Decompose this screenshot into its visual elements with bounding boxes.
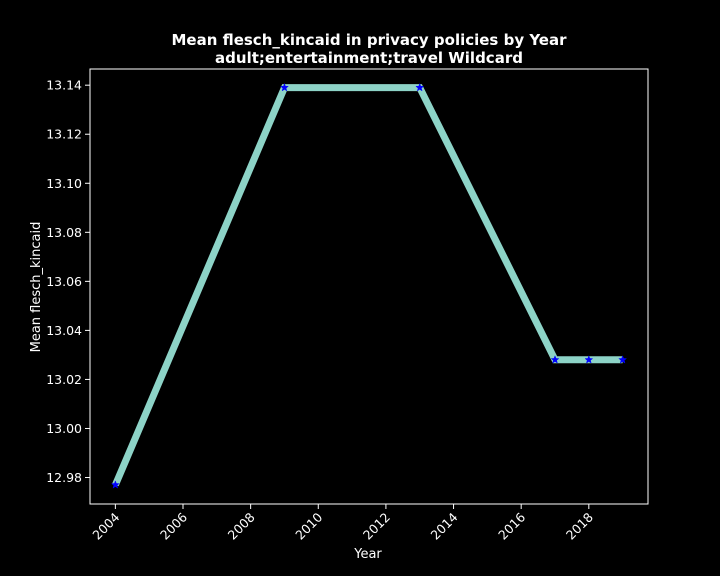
plot-series <box>110 82 628 489</box>
y-tick-label: 12.98 <box>46 470 82 485</box>
data-point <box>279 82 289 92</box>
y-tick-label: 13.02 <box>46 372 82 387</box>
data-point <box>584 355 594 364</box>
data-point <box>415 82 425 92</box>
data-point <box>110 480 120 489</box>
y-tick-label: 13.06 <box>46 274 82 289</box>
y-tick-label: 13.12 <box>46 127 82 142</box>
y-axis-label: Mean flesch_kincaid <box>29 222 44 353</box>
y-tick-label: 13.10 <box>46 176 82 191</box>
y-tick-label: 13.00 <box>46 421 82 436</box>
series-line <box>112 84 623 487</box>
y-tick-label: 13.14 <box>46 78 82 93</box>
chart-subtitle: adult;entertainment;travel Wildcard <box>215 49 523 67</box>
plot-frame <box>89 68 649 505</box>
chart-title: Mean flesch_kincaid in privacy policies … <box>171 31 567 49</box>
data-point <box>550 355 560 364</box>
data-point <box>618 355 628 364</box>
y-tick-label: 13.04 <box>46 323 82 338</box>
y-axis: 12.98 13.00 13.02 13.04 13.06 13.08 13.10 13.12… <box>46 78 90 485</box>
x-axis-label: Year <box>353 547 382 562</box>
y-tick-label: 13.08 <box>46 225 82 240</box>
